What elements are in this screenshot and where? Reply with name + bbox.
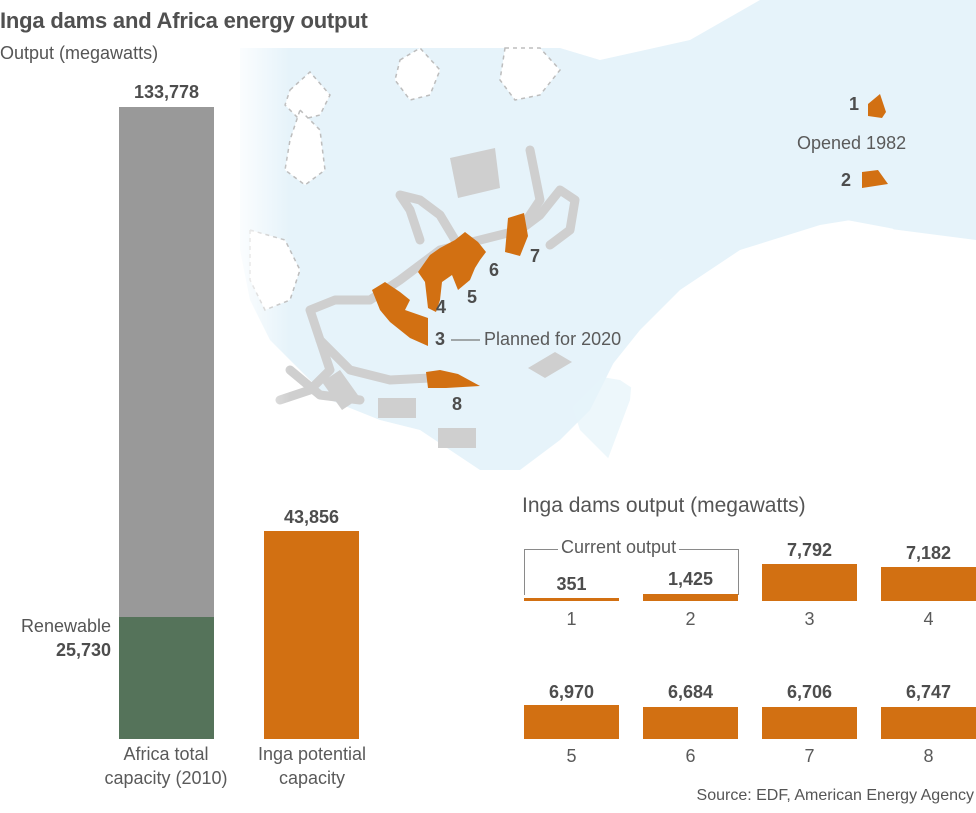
dam-4-5-shape xyxy=(418,232,486,312)
river-channel xyxy=(520,60,976,450)
renewable-label: Renewable xyxy=(20,616,111,636)
dam-1-shape xyxy=(868,94,886,118)
dam-1-number: 1 xyxy=(566,609,577,629)
map-dam-label-3: 3 xyxy=(435,329,446,349)
dam-2-shape xyxy=(862,170,888,188)
dam-8-value: 6,747 xyxy=(905,682,952,702)
map-dam-label-4: 4 xyxy=(436,297,447,317)
dam-3-shape xyxy=(372,282,428,346)
dam-6-bar xyxy=(643,707,738,739)
opened-note: Opened 1982 xyxy=(797,133,907,153)
total-value-label: 133,778 xyxy=(133,82,200,102)
land-right xyxy=(560,225,976,813)
map-dam-label-5: 5 xyxy=(467,287,478,307)
dam-3-number: 3 xyxy=(804,609,815,629)
dam-2-number: 2 xyxy=(685,609,696,629)
dam-8-number: 8 xyxy=(923,746,934,766)
map-dam-label-2: 2 xyxy=(841,170,852,190)
dam-8-bar xyxy=(881,707,976,739)
inga-label-line1: Inga potential xyxy=(257,744,367,764)
dam-4-value: 7,182 xyxy=(905,543,952,563)
dam-7-shape xyxy=(505,213,528,256)
dam-3-value: 7,792 xyxy=(786,540,833,560)
current-output-label: Current output xyxy=(558,537,680,558)
dam-shapes xyxy=(372,94,888,388)
map-dam-label-8: 8 xyxy=(452,394,463,414)
dam-7-number: 7 xyxy=(804,746,815,766)
dam-4-number: 4 xyxy=(923,609,934,629)
inga-value-label: 43,856 xyxy=(283,507,340,527)
dam-2-bar xyxy=(643,594,738,601)
africa-label-line2: capacity (2010) xyxy=(104,768,228,788)
dam-1-bar xyxy=(524,598,619,601)
dam-1-value: 351 xyxy=(556,574,587,594)
planned-note: Planned for 2020 xyxy=(484,329,622,349)
dam-7-bar xyxy=(762,707,857,739)
dam-6-value: 6,684 xyxy=(667,682,714,702)
dam-5-bar xyxy=(524,705,619,739)
renewable-bar-segment xyxy=(119,617,214,739)
africa-category-label: Africa total capacity (2010) xyxy=(86,742,246,790)
dams-chart-title: Inga dams output (megawatts) xyxy=(522,494,806,517)
inga-category-label: Inga potential capacity xyxy=(236,742,388,790)
source-note: Source: EDF, American Energy Agency xyxy=(696,787,974,804)
gray-blocks xyxy=(322,148,572,448)
africa-total-bar xyxy=(119,107,214,617)
chart-subtitle: Output (megawatts) xyxy=(0,43,159,63)
map-dam-label-1: 1 xyxy=(849,94,860,114)
dam-6-number: 6 xyxy=(685,746,696,766)
map-dam-label-7: 7 xyxy=(530,246,541,266)
africa-label-line1: Africa total xyxy=(123,744,209,764)
dam-8-shape xyxy=(426,370,480,388)
dam-2-value: 1,425 xyxy=(667,569,714,589)
chart-title: Inga dams and Africa energy output xyxy=(0,8,368,33)
dam-7-value: 6,706 xyxy=(786,682,833,702)
renewable-annotation: Renewable 25,730 xyxy=(21,614,111,662)
dam-4-bar xyxy=(881,567,976,601)
dam-3-bar xyxy=(762,564,857,601)
dam-5-number: 5 xyxy=(566,746,577,766)
inga-label-line2: capacity xyxy=(278,768,346,788)
map-dam-label-6: 6 xyxy=(489,260,500,280)
renewable-value: 25,730 xyxy=(55,640,111,660)
dam-5-value: 6,970 xyxy=(548,682,595,702)
inga-potential-bar xyxy=(264,531,359,739)
